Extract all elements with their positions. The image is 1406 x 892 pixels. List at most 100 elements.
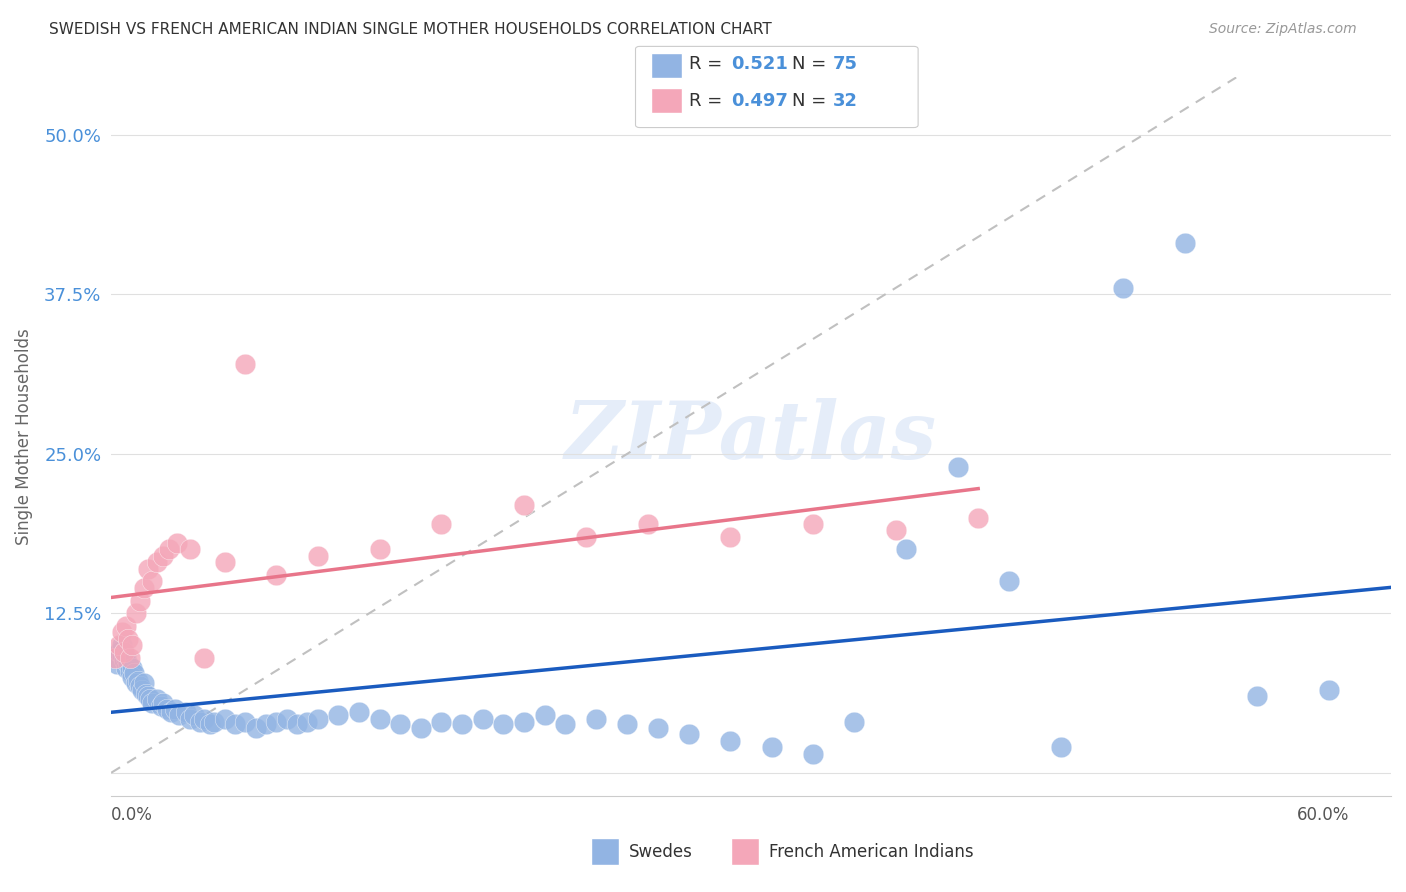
Point [188,714,211,729]
Point [105,657,128,672]
Text: French American Indians: French American Indians [769,843,974,861]
Point [138,690,160,704]
Point [127,673,149,688]
Point [575,530,598,544]
Point [125,607,148,621]
Point [166,536,188,550]
Point [134,676,156,690]
Point [368,542,391,557]
Point [585,712,607,726]
Point [156,702,179,716]
Point [108,644,131,658]
Point [967,510,990,524]
Point [1111,281,1133,295]
Point [131,682,153,697]
Point [204,714,226,729]
Point [389,717,412,731]
Point [165,702,187,716]
Point [297,714,319,729]
Point [884,524,907,538]
Point [276,712,298,726]
Text: ZIPatlas: ZIPatlas [565,398,938,475]
Point [720,734,742,748]
Point [998,574,1021,589]
Text: R =: R = [689,55,728,73]
Point [117,657,139,672]
Point [141,574,163,589]
Point [179,542,201,557]
Text: 0.521: 0.521 [731,55,787,73]
Point [118,664,141,678]
Point [122,666,145,681]
Point [409,721,432,735]
Point [145,555,167,569]
Point [125,676,148,690]
Point [471,712,494,726]
Point [174,705,197,719]
Point [149,699,172,714]
Point [235,714,257,729]
Point [108,638,131,652]
Point [347,705,370,719]
Point [110,625,132,640]
Point [720,530,742,544]
Point [110,638,132,652]
Point [894,542,917,557]
Point [513,498,536,512]
Text: 75: 75 [832,55,858,73]
Text: Swedes: Swedes [628,843,692,861]
Text: 60.0%: 60.0% [1298,806,1350,824]
Text: N =: N = [792,55,831,73]
Point [121,670,143,684]
Text: 0.497: 0.497 [731,92,787,110]
Point [117,632,139,646]
Point [112,653,135,667]
Text: 32: 32 [832,92,858,110]
Point [637,516,659,531]
Point [430,714,453,729]
Text: R =: R = [689,92,728,110]
Point [616,717,638,731]
Point [451,717,474,731]
Point [141,696,163,710]
Point [224,717,246,731]
Point [114,661,136,675]
Point [245,721,267,735]
Point [1049,740,1071,755]
Text: N =: N = [792,92,831,110]
Text: SWEDISH VS FRENCH AMERICAN INDIAN SINGLE MOTHER HOUSEHOLDS CORRELATION CHART: SWEDISH VS FRENCH AMERICAN INDIAN SINGLE… [49,22,772,37]
Y-axis label: Single Mother Households: Single Mother Households [15,328,32,545]
Point [761,740,783,755]
Point [214,712,236,726]
Point [121,638,143,652]
Point [430,516,453,531]
Point [135,687,157,701]
Point [368,712,391,726]
Point [193,651,215,665]
Text: 0.0%: 0.0% [111,806,153,824]
Point [118,651,141,665]
Point [139,691,162,706]
Point [200,717,222,731]
Point [179,712,201,726]
Point [104,651,127,665]
Point [533,708,555,723]
Point [801,516,824,531]
Point [647,721,669,735]
Point [235,358,257,372]
Point [328,708,350,723]
Point [285,717,308,731]
Point [307,549,329,563]
Point [307,712,329,726]
Point [1317,682,1340,697]
Point [114,619,136,633]
Point [112,644,135,658]
Point [169,708,191,723]
Point [152,549,174,563]
Point [266,568,288,582]
Point [214,555,236,569]
Point [266,714,288,729]
Point [254,717,277,731]
Point [112,644,135,658]
Point [183,708,205,723]
